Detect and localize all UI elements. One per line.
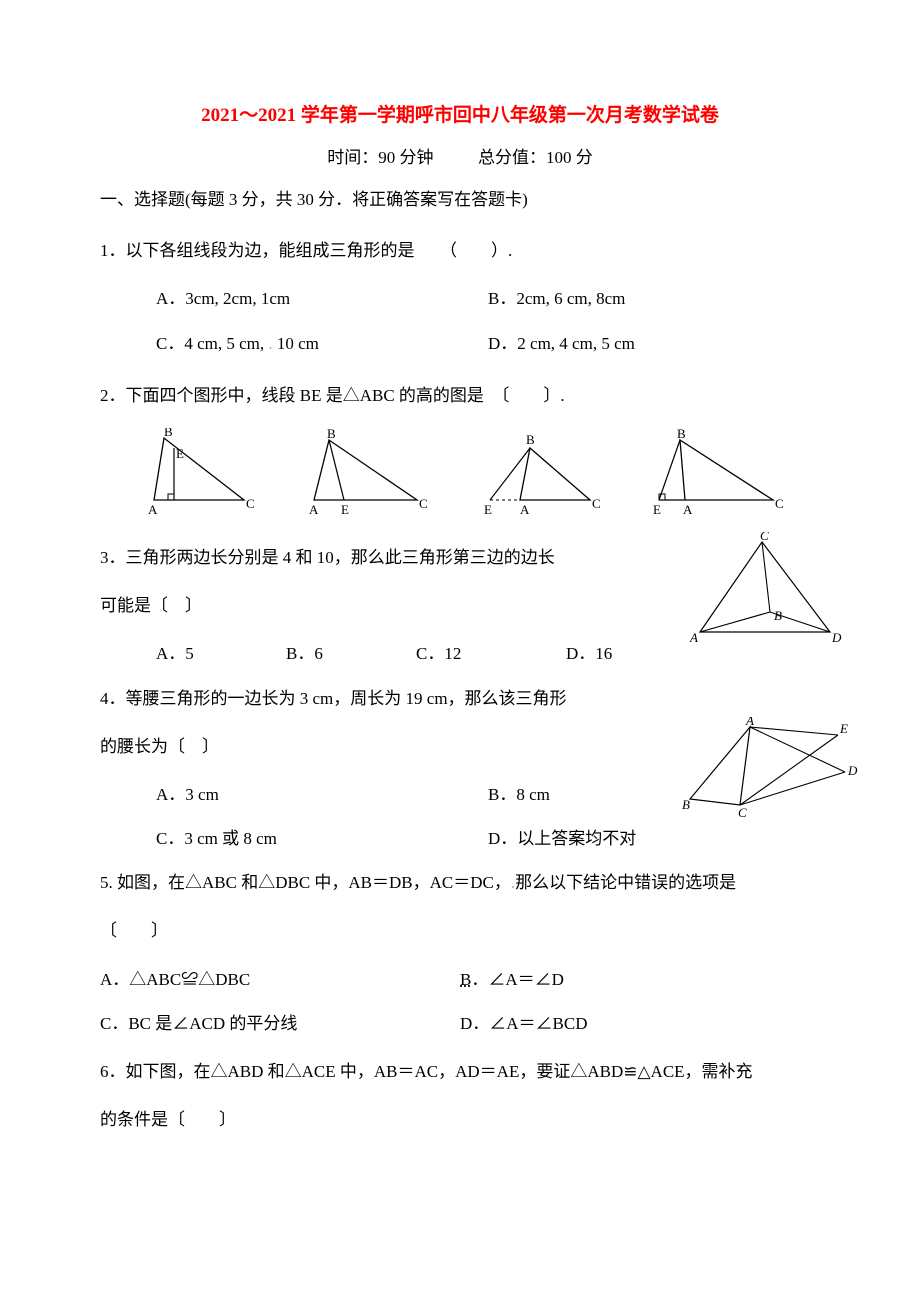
- svg-text:E: E: [653, 502, 661, 517]
- question-1: 1．以下各组线段为边，能组成三角形的是 （ ）.: [100, 229, 820, 273]
- q3-opt-a: A．5: [156, 632, 286, 676]
- orange-dot-icon: .: [268, 334, 272, 353]
- svg-text:E: E: [839, 721, 848, 736]
- svg-text:B: B: [682, 797, 690, 812]
- q1-opt-a: A．3cm, 2cm, 1cm: [156, 277, 488, 321]
- svg-text:E: E: [176, 446, 184, 461]
- svg-text:E: E: [341, 502, 349, 517]
- score-label: 总分值：100 分: [478, 148, 593, 167]
- q2-diagram-a: B E A C: [136, 428, 256, 518]
- svg-text:A: A: [745, 717, 754, 728]
- svg-text:B: B: [164, 428, 173, 439]
- svg-text:B: B: [526, 432, 535, 447]
- q1-options: A．3cm, 2cm, 1cm B．2cm, 6 cm, 8cm C．4 cm,…: [100, 277, 820, 365]
- q4-opt-c: C．3 cm 或 8 cm: [156, 817, 488, 861]
- q5-options: A．△ABC≌△DBC B．∠A＝∠D C．BC 是∠ACD 的平分线 D．∠A…: [100, 958, 820, 1046]
- svg-text:A: A: [148, 502, 158, 517]
- q2-diagram-c: B E A C: [472, 428, 602, 518]
- q4-opt-d: D．以上答案均不对: [488, 817, 820, 861]
- svg-text:B: B: [774, 608, 782, 623]
- q3-opt-d: D．16: [566, 632, 666, 676]
- svg-text:D: D: [831, 630, 842, 645]
- q5-opt-d: D．∠A＝∠BCD: [460, 1002, 820, 1046]
- svg-text:D: D: [847, 763, 858, 778]
- q3-opt-b: B．6: [286, 632, 416, 676]
- q5-opt-c: C．BC 是∠ACD 的平分线: [100, 1002, 460, 1046]
- svg-text:C: C: [760, 532, 769, 543]
- q5-opt-b: B．∠A＝∠D: [460, 958, 820, 1002]
- q2-diagram-d: B E A C: [645, 428, 785, 518]
- exam-meta: 时间：90 分钟 总分值：100 分: [100, 143, 820, 168]
- question-5b: 〔 〕: [100, 909, 820, 953]
- q1-opt-b: B．2cm, 6 cm, 8cm: [488, 277, 820, 321]
- svg-text:C: C: [775, 496, 784, 511]
- q1-opt-c: C．4 cm, 5 cm, . 10 cm: [156, 322, 488, 366]
- question-4: 4．等腰三角形的一边长为 3 cm，周长为 19 cm，那么该三角形: [100, 677, 820, 721]
- svg-text:A: A: [689, 630, 698, 645]
- time-label: 时间：90 分钟: [327, 148, 433, 167]
- q5-opt-a: A．△ABC≌△DBC: [100, 958, 460, 1002]
- question-6b: 的条件是〔 〕: [100, 1098, 820, 1142]
- q4-opt-a: A．3 cm: [156, 773, 488, 817]
- section-1-heading: 一、选择题(每题 3 分，共 30 分．将正确答案写在答题卡): [100, 186, 820, 213]
- svg-text:C: C: [738, 805, 747, 817]
- question-2: 2．下面四个图形中，线段 BE 是△ABC 的高的图是 〔 〕.: [100, 374, 820, 418]
- q4-diagram: A E D B C: [680, 717, 860, 817]
- question-6: 6．如下图，在△ABD 和△ACE 中，AB＝AC，AD＝AE，要证△ABD≌△…: [100, 1050, 820, 1094]
- svg-text:B: B: [327, 428, 336, 441]
- q3-opt-c: C．12: [416, 632, 566, 676]
- svg-text:E: E: [484, 502, 492, 517]
- q3-diagram: C A B D: [680, 532, 850, 647]
- q1-opt-d: D．2 cm, 4 cm, 5 cm: [488, 322, 820, 366]
- exam-title: 2021～2021 学年第一学期呼市回中八年级第一次月考数学试卷: [100, 100, 820, 127]
- q2-figures: B E A C B A E C B E A C B E A C: [100, 428, 820, 518]
- question-5: 5. 如图，在△ABC 和△DBC 中，AB＝DB，AC＝DC，.那么以下结论中…: [100, 861, 820, 905]
- svg-text:A: A: [683, 502, 693, 517]
- svg-text:A: A: [309, 502, 319, 517]
- svg-text:B: B: [677, 428, 686, 441]
- svg-text:C: C: [419, 496, 428, 511]
- svg-text:C: C: [592, 496, 601, 511]
- svg-text:A: A: [520, 502, 530, 517]
- q2-diagram-b: B A E C: [299, 428, 429, 518]
- svg-text:C: C: [246, 496, 255, 511]
